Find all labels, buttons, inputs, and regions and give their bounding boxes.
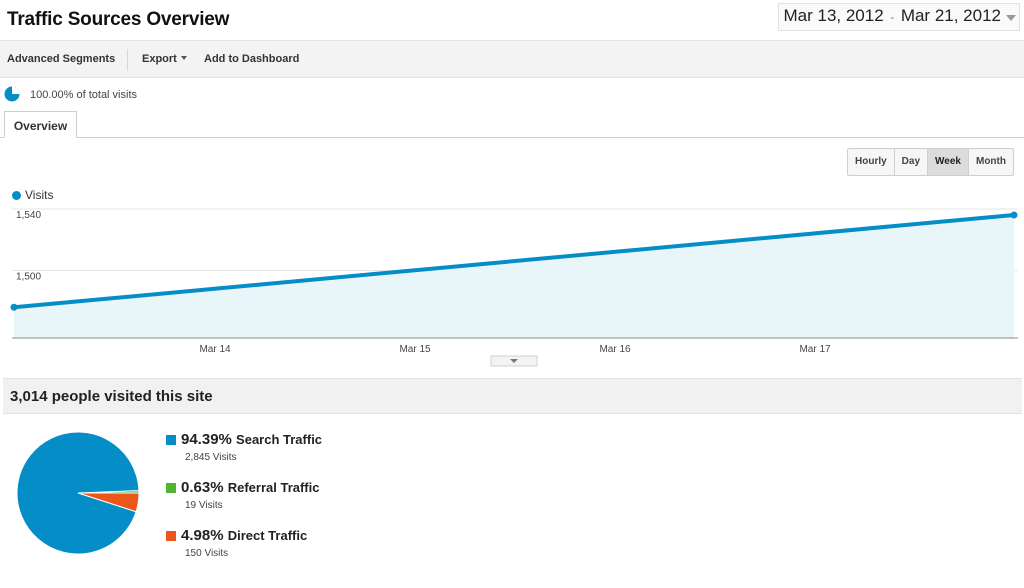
search-visits: 2,845 Visits (185, 452, 237, 463)
x-tick-label: Mar 17 (799, 344, 831, 355)
tab-overview[interactable]: Overview (4, 111, 77, 138)
pie-slice-search[interactable] (16, 431, 140, 555)
chevron-down-icon (180, 56, 187, 60)
referral-visits: 19 Visits (185, 500, 223, 511)
y-tick-label: 1,540 (16, 210, 41, 221)
date-range-picker[interactable]: Mar 13, 2012 - Mar 21, 2012 (778, 3, 1020, 31)
chart-legend: Visits (12, 188, 53, 202)
chevron-down-icon (510, 359, 518, 363)
date-start: Mar 13, 2012 (783, 6, 884, 25)
toolbar: Advanced Segments Export Add to Dashboar… (0, 40, 1024, 78)
referral-percent: 0.63% (181, 479, 224, 496)
page-title: Traffic Sources Overview (7, 9, 230, 30)
direct-swatch (166, 531, 176, 541)
week-button[interactable]: Week (928, 149, 969, 175)
hourly-button[interactable]: Hourly (848, 149, 895, 175)
date-end: Mar 21, 2012 (900, 6, 1001, 25)
area-fill (14, 215, 1014, 338)
segment-percent: 100.00% of total visits (30, 89, 138, 101)
search-percent-line: 94.39% Search Traffic (181, 431, 322, 448)
month-button[interactable]: Month (975, 156, 1006, 167)
search-swatch (166, 435, 176, 445)
x-tick-label: Mar 15 (399, 344, 431, 355)
referral-label: Referral Traffic (227, 480, 320, 495)
toolbar-divider (127, 49, 128, 71)
legend-marker (12, 191, 21, 200)
add-to-dashboard-button[interactable]: Add to Dashboard (204, 53, 300, 65)
summary-bar: 3,014 people visited this site (3, 378, 1022, 414)
day-button[interactable]: Day (895, 149, 929, 175)
traffic-pie-chart (16, 431, 140, 555)
direct-label: Direct Traffic (227, 528, 308, 543)
series-line (12, 213, 1016, 310)
direct-percent: 4.98% (181, 527, 224, 544)
data-point (10, 303, 18, 311)
summary-text: 3,014 people visited this site (10, 388, 213, 405)
time-granularity-group: Hourly Day Week Month (847, 148, 1014, 176)
data-point (1010, 211, 1018, 219)
y-tick-label: 1,500 (16, 272, 41, 283)
x-tick-label: Mar 16 (599, 344, 631, 355)
export-button[interactable]: Export (142, 53, 187, 65)
pie-icon (4, 86, 20, 102)
legend-label: Visits (25, 188, 54, 202)
referral-swatch (166, 483, 176, 493)
export-label: Export (142, 53, 177, 65)
search-label: Search Traffic (236, 432, 323, 447)
search-percent: 94.39% (181, 431, 232, 448)
advanced-segments-button[interactable]: Advanced Segments (7, 53, 116, 65)
direct-percent-line: 4.98% Direct Traffic (181, 527, 307, 544)
page-header: Traffic Sources Overview Mar 13, 2012 - … (0, 0, 1024, 40)
tab-divider (0, 137, 1024, 138)
direct-visits: 150 Visits (185, 548, 229, 559)
date-separator: - (890, 12, 895, 24)
x-tick-label: Mar 14 (199, 344, 231, 355)
chevron-down-icon[interactable] (1006, 15, 1016, 21)
referral-percent-line: 0.63% Referral Traffic (181, 479, 319, 496)
visits-line-chart: 1,540 1,500 Mar 14 Mar 15 Mar 16 Mar 17 (10, 208, 1018, 367)
